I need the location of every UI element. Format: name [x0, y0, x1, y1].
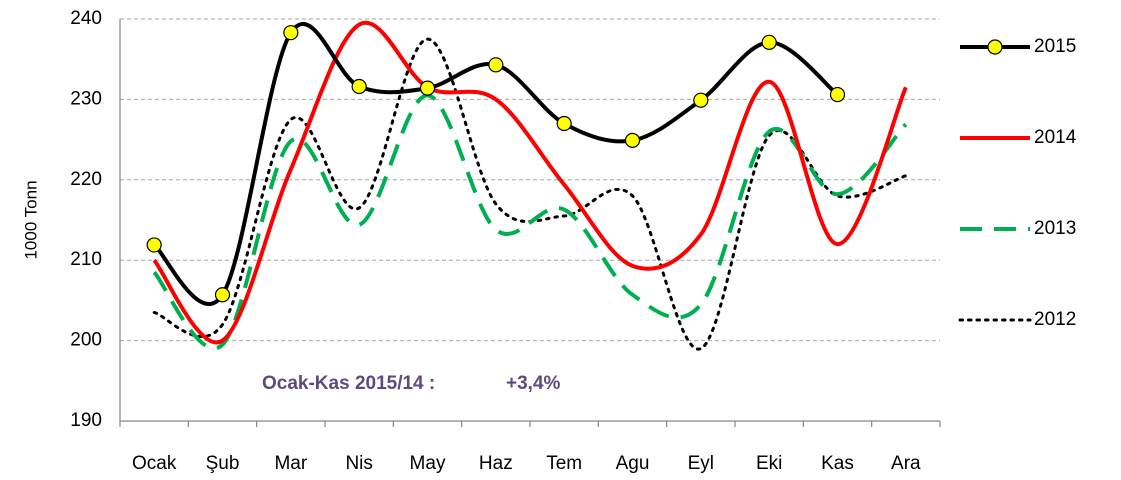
marker: [693, 92, 709, 108]
marker: [556, 115, 572, 132]
marker: [146, 237, 162, 253]
legend-label: 2013: [1034, 218, 1076, 239]
x-tick-label: Eki: [756, 453, 782, 474]
y-tick-label: 210: [70, 249, 102, 270]
marker: [488, 57, 504, 73]
series-line: [152, 22, 839, 306]
marker: [419, 80, 436, 96]
marker: [214, 287, 231, 303]
x-tick-label: Haz: [479, 453, 513, 474]
marker: [351, 78, 367, 95]
legend-label: 2012: [1034, 309, 1076, 330]
marker: [283, 25, 299, 41]
legend-label: 2015: [1034, 36, 1076, 57]
y-tick-label: 230: [70, 88, 102, 109]
x-tick-label: Şub: [206, 453, 240, 474]
marker: [624, 132, 641, 149]
annotation: +3,4%: [506, 373, 561, 394]
y-tick-label: 240: [70, 8, 102, 29]
y-axis-label: 1000 Tonn: [21, 180, 40, 259]
y-tick-label: 200: [70, 330, 102, 351]
y-tick-label: 220: [70, 169, 102, 190]
x-tick-label: Ara: [891, 453, 921, 474]
marker: [761, 34, 777, 50]
x-tick-label: Nis: [345, 453, 372, 474]
x-tick-label: Kas: [821, 453, 854, 474]
x-tick-label: Agu: [616, 453, 650, 474]
marker: [829, 86, 846, 103]
y-tick-label: 190: [70, 410, 102, 431]
x-tick-label: Ocak: [132, 453, 177, 474]
legend-marker: [987, 39, 1003, 55]
x-tick-label: Tem: [546, 453, 582, 474]
x-tick-label: May: [410, 453, 446, 474]
annotation: Ocak-Kas 2015/14 :: [262, 373, 435, 394]
series-line: [152, 93, 908, 351]
x-tick-label: Eyl: [688, 453, 714, 474]
legend-label: 2014: [1034, 127, 1077, 148]
x-tick-label: Mar: [274, 453, 307, 474]
series-line: [152, 37, 908, 351]
series-line: [152, 20, 908, 345]
